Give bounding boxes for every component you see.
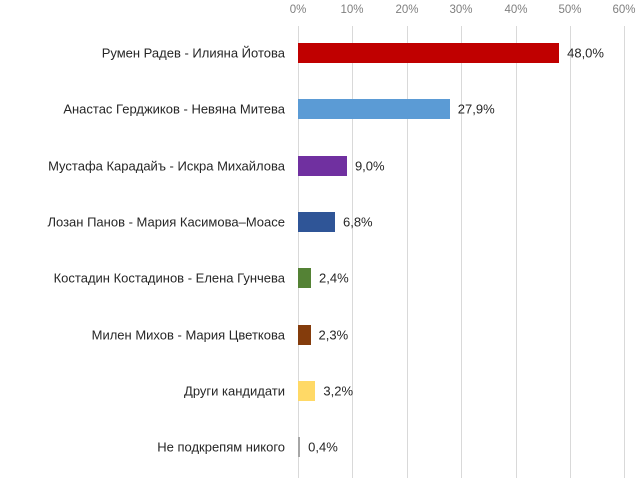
category-label: Милен Михов - Мария Цветкова xyxy=(91,327,285,343)
value-label: 9,0% xyxy=(354,158,385,174)
bar xyxy=(298,437,301,457)
gridline xyxy=(461,26,462,478)
category-label: Лозан Панов - Мария Касимова–Моасе xyxy=(47,214,285,230)
category-label: Мустафа Карадайъ - Искра Михайлова xyxy=(48,158,285,174)
bar xyxy=(298,212,335,232)
value-label: 27,9% xyxy=(457,101,495,117)
gridline xyxy=(624,26,625,478)
bar xyxy=(298,99,450,119)
gridline xyxy=(352,26,353,478)
value-label: 2,3% xyxy=(318,327,349,343)
gridline xyxy=(407,26,408,478)
value-label: 2,4% xyxy=(319,270,349,286)
x-tick-label: 10% xyxy=(340,4,364,16)
value-label: 3,2% xyxy=(323,383,354,399)
x-tick-label: 60% xyxy=(612,4,636,16)
category-label: Румен Радев - Илияна Йотова xyxy=(101,45,285,61)
x-tick-label: 30% xyxy=(449,4,473,16)
x-tick-label: 40% xyxy=(504,4,528,16)
gridline xyxy=(516,26,517,478)
value-label: 6,8% xyxy=(342,214,373,230)
bar xyxy=(298,43,560,63)
bar xyxy=(298,381,316,401)
category-label: Други кандидати xyxy=(184,383,285,399)
bar xyxy=(298,156,347,176)
category-label: Не подкрепям никого xyxy=(157,439,285,455)
value-label: 0,4% xyxy=(308,439,338,455)
x-tick-label: 50% xyxy=(558,4,582,16)
gridline xyxy=(298,26,299,478)
bar xyxy=(298,268,312,288)
x-tick-label: 0% xyxy=(289,4,307,16)
gridline xyxy=(570,26,571,478)
category-label: Костадин Костадинов - Елена Гунчева xyxy=(53,270,285,286)
value-label: 48,0% xyxy=(567,45,604,61)
bar xyxy=(298,325,311,345)
x-tick-label: 20% xyxy=(395,4,419,16)
category-label: Анастас Герджиков - Невяна Митева xyxy=(63,101,285,117)
